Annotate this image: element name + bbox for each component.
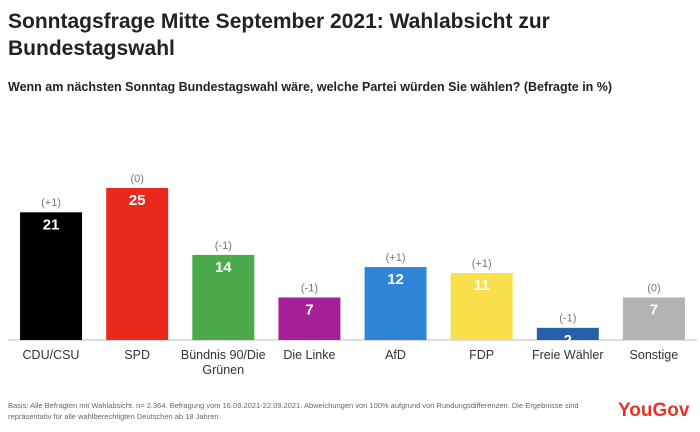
change-label: (-1) <box>301 282 318 294</box>
chart-title: Sonntagsfrage Mitte September 2021: Wahl… <box>8 10 550 60</box>
value-label: 25 <box>129 192 146 209</box>
x-tick-label: FDP <box>469 348 495 362</box>
change-label: (+1) <box>41 197 61 209</box>
bar <box>106 188 169 340</box>
change-label: (+1) <box>386 252 406 264</box>
footnote: Basis: Alle Befragten mit Wahlabsicht. n… <box>8 401 579 421</box>
x-tick-label: Sonstige <box>629 348 679 362</box>
x-tick-label: Freie Wähler <box>531 348 604 362</box>
value-label: 12 <box>387 271 404 288</box>
x-tick-label: SPD <box>124 348 150 362</box>
brand-logo: YouGov <box>618 400 690 421</box>
bar <box>364 267 427 340</box>
value-label: 21 <box>43 216 60 233</box>
change-label: (-1) <box>215 240 232 252</box>
x-tick-label: CDU/CSU <box>22 348 80 362</box>
change-label: (+1) <box>472 258 492 270</box>
change-label: (-1) <box>559 313 576 325</box>
bar <box>278 297 341 340</box>
bar <box>536 327 599 340</box>
bar <box>622 297 685 340</box>
bar <box>450 273 513 340</box>
value-label: 7 <box>650 301 658 318</box>
change-label: (0) <box>130 173 143 185</box>
chart-subtitle: Wenn am nächsten Sonntag Bundestagswahl … <box>8 80 613 94</box>
x-tick-label: AfD <box>385 348 406 362</box>
value-label: 7 <box>305 301 313 318</box>
value-label: 14 <box>215 259 232 276</box>
bar <box>192 254 255 340</box>
x-tick-label: Die Linke <box>283 348 336 362</box>
change-label: (0) <box>647 282 660 294</box>
value-label: 2 <box>564 332 572 349</box>
x-tick-label: Bündnis 90/Die Grünen <box>180 348 266 377</box>
bar <box>20 212 83 340</box>
value-label: 11 <box>474 277 490 294</box>
